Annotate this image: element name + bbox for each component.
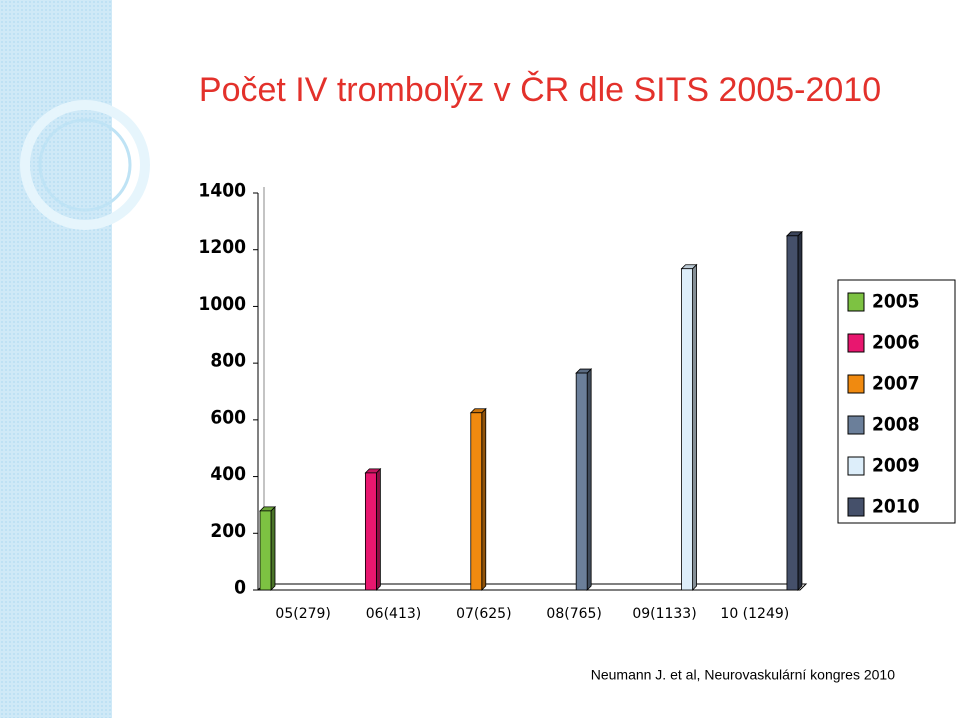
x-tick-label: 05(279): [275, 606, 330, 622]
bar-side: [481, 407, 487, 591]
legend-label: 2010: [872, 496, 920, 518]
legend-swatch: [847, 374, 865, 394]
legend-label: 2007: [872, 373, 920, 395]
bar: [681, 268, 693, 591]
legend: [837, 279, 956, 524]
bar: [786, 235, 799, 591]
legend-label: 2005: [872, 291, 920, 313]
bar-side: [797, 230, 803, 591]
chart-title: Počet IV trombolýz v ČR dle SITS 2005-20…: [199, 71, 881, 109]
y-tick-label: 0: [234, 577, 246, 599]
decor-circle: [20, 100, 150, 230]
y-tick-label: 800: [210, 350, 246, 372]
y-tick-label: 200: [210, 520, 246, 542]
legend-swatch: [847, 333, 865, 353]
bar: [575, 372, 588, 591]
bar: [470, 412, 483, 591]
x-tick-label: 09(1133): [632, 606, 696, 622]
bar: [259, 510, 272, 591]
y-tick-label: 1000: [198, 293, 246, 315]
x-tick-label: 07(625): [456, 606, 511, 622]
x-tick-label: 08(765): [546, 606, 601, 622]
legend-label: 2008: [872, 414, 920, 436]
x-tick-label: 10 (1249): [720, 606, 789, 622]
annotation: Neumann J. et al, Neurovaskulární kongre…: [591, 667, 895, 683]
bar: [364, 472, 377, 591]
y-tick-label: 600: [210, 406, 246, 428]
y-tick-label: 400: [210, 463, 246, 485]
y-tick-label: 1200: [198, 236, 246, 258]
legend-swatch: [847, 497, 865, 517]
floor: [256, 583, 808, 591]
chart: 0 200 400 600 800 1000 1200 1400 05(279) 06(413) 0…: [198, 180, 808, 622]
bar-side: [270, 505, 276, 591]
bar-side: [375, 467, 381, 591]
bar-side: [586, 368, 592, 591]
legend-label: 2006: [872, 332, 920, 354]
bar-side: [692, 263, 697, 591]
x-tick-label: 06(413): [366, 606, 421, 622]
decor-circle: [38, 118, 132, 212]
legend-swatch: [847, 456, 865, 476]
legend-swatch: [847, 415, 865, 435]
legend-label: 2009: [872, 455, 920, 477]
y-tick-label: 1400: [198, 180, 246, 202]
legend-swatch: [847, 292, 865, 312]
